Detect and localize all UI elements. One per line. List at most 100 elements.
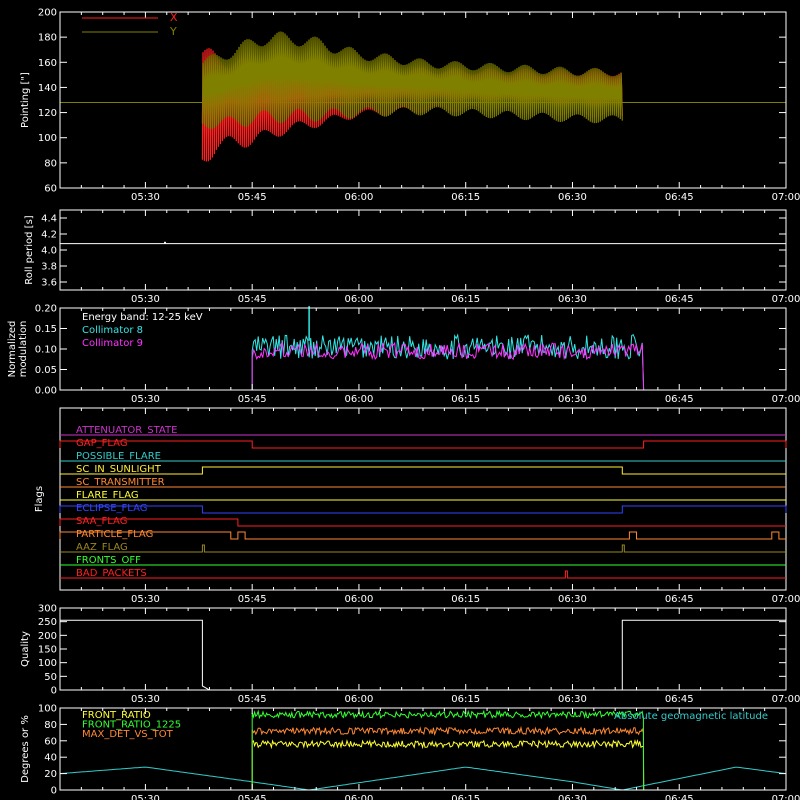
roll-xtick-label: 07:00 [772, 294, 800, 305]
flag-line-particle-flag [59, 531, 786, 540]
flag-line-bad-packets [60, 570, 786, 579]
flag-line-gap-flag [59, 440, 787, 449]
quality-xtick-label: 06:00 [345, 694, 374, 705]
flags-xtick-label: 06:00 [345, 594, 374, 605]
pointing-panel: 05:30 05:45 06:00 06:15 06:30 06:45 07:00 60 80 1… [20, 8, 800, 204]
roll-ylabel: Roll period [s] [24, 215, 35, 284]
modulation-xtick-label: 06:15 [451, 394, 480, 405]
quality-xtick-label: 06:15 [451, 694, 480, 705]
ratios-xtick-label: 07:00 [772, 794, 800, 800]
modulation-xtick-label: 06:30 [558, 394, 587, 405]
ratios-legend-geomag: Absolute geomagnetic latitude [614, 711, 768, 722]
roll-ytick-label: 4.2 [41, 230, 57, 241]
pointing-xtick-label: 06:45 [665, 192, 694, 203]
quality-xtick-label: 07:00 [772, 694, 800, 705]
flags-xtick-label: 05:30 [131, 594, 160, 605]
roll-ytick-label: 3.8 [41, 262, 57, 273]
quality-ylabel: Quality [20, 631, 31, 667]
roll-period-point [164, 241, 166, 244]
quality-ytick-label: 200 [38, 631, 57, 642]
flag-label-attenuator-state: ATTENUATOR_STATE [76, 425, 177, 436]
quality-ytick-label: 300 [38, 604, 57, 615]
ratios-panel: 05:30 05:45 06:00 06:15 06:30 06:45 07:00 0 20 40… [20, 704, 800, 800]
roll-ytick-label: 4.4 [41, 214, 57, 225]
ratios-xtick-label: 06:45 [665, 794, 694, 800]
flag-label-possible-flare: POSSIBLE_FLARE [76, 451, 161, 462]
flag-line-sc-in-sunlight [60, 466, 786, 475]
modulation-ytick-label: 0.15 [35, 324, 57, 335]
quality-xtick-label: 06:45 [665, 694, 694, 705]
flag-label-eclipse-flag: ECLIPSE_FLAG [76, 503, 147, 514]
ratios-series-front-ratio-1225 [251, 709, 645, 791]
modulation-xtick-label: 05:30 [131, 394, 160, 405]
pointing-ytick-label: 180 [38, 33, 57, 44]
ratios-legend-front-ratio: FRONT_RATIO [82, 710, 151, 721]
ratios-xtick-label: 06:00 [345, 794, 374, 800]
ratios-xtick-label: 05:30 [131, 794, 160, 800]
quality-ytick-label: 0 [51, 686, 57, 697]
pointing-xtick-label: 05:30 [131, 192, 160, 203]
modulation-legend-title: Energy band: 12-25 keV [82, 312, 203, 323]
ratios-series-max-det-vs-tot [251, 725, 645, 791]
ratios-series-geomag [59, 766, 787, 791]
modulation-panel: 05:30 05:45 06:00 06:15 06:30 06:45 07:00 0.00 0… [7, 304, 800, 406]
ratios-ytick-label: 20 [44, 769, 57, 780]
modulation-ytick-label: 0.10 [35, 345, 57, 356]
flag-label-fronts-off: FRONTS_OFF [76, 555, 141, 566]
flag-label-gap-flag: GAP_FLAG [76, 438, 128, 449]
modulation-xtick-label: 06:45 [665, 394, 694, 405]
ratios-series-front-ratio [251, 739, 645, 791]
flag-label-bad-packets: BAD_PACKETS [76, 568, 147, 579]
quality-xtick-label: 06:30 [558, 694, 587, 705]
pointing-ytick-label: 60 [44, 184, 57, 195]
modulation-ylabel: modulation [18, 321, 29, 378]
quality-ytick-label: 250 [38, 617, 57, 628]
modulation-ytick-label: 0.05 [35, 365, 57, 376]
pointing-legend-label-y: Y [169, 25, 177, 38]
modulation-ytick-label: 0.20 [35, 304, 57, 315]
flag-label-sc-transmitter: SC_TRANSMITTER [76, 477, 165, 488]
modulation-series-collimator-8 [60, 333, 786, 391]
flag-line-aaz-flag [60, 544, 786, 553]
flags-xtick-label: 06:15 [451, 594, 480, 605]
modulation-legend-collimator-8: Collimator 8 [82, 325, 143, 336]
flag-label-saa-flag: SAA_FLAG [76, 516, 127, 527]
flags-xtick-label: 07:00 [772, 594, 800, 605]
quality-xtick-label: 05:30 [131, 694, 160, 705]
flags-xtick-label: 05:45 [238, 594, 267, 605]
roll-ytick-label: 4.0 [41, 246, 57, 257]
flag-label-flare-flag: FLARE_FLAG [76, 490, 139, 501]
pointing-ytick-label: 200 [38, 8, 57, 19]
flag-label-aaz-flag: AAZ_FLAG [76, 542, 128, 553]
flag-label-sc-in-sunlight: SC_IN_SUNLIGHT [76, 464, 162, 475]
ratios-legend-front-ratio-1225: FRONT_RATIO_1225 [82, 720, 181, 731]
pointing-xtick-label: 07:00 [772, 192, 800, 203]
pointing-legend-label-x: X [170, 11, 178, 24]
roll-xtick-label: 06:30 [558, 294, 587, 305]
pointing-xtick-label: 06:00 [345, 192, 374, 203]
pointing-xtick-label: 06:30 [558, 192, 587, 203]
roll-xtick-label: 05:45 [238, 294, 267, 305]
modulation-xtick-label: 05:45 [238, 394, 267, 405]
ratios-xtick-label: 06:15 [451, 794, 480, 800]
ratios-ytick-label: 0 [51, 786, 57, 797]
flags-xtick-label: 06:30 [558, 594, 587, 605]
pointing-ytick-label: 160 [38, 58, 57, 69]
pointing-xtick-label: 05:45 [238, 192, 267, 203]
pointing-ytick-label: 120 [38, 108, 57, 119]
ratios-xtick-label: 06:30 [558, 794, 587, 800]
roll-xtick-label: 05:30 [131, 294, 160, 305]
ratios-ytick-label: 80 [44, 720, 57, 731]
modulation-legend-collimator-9: Collimator 9 [82, 338, 143, 349]
modulation-ylabel: Normalized [7, 321, 18, 378]
ratios-ytick-label: 100 [38, 704, 57, 715]
flags-xtick-label: 06:45 [665, 594, 694, 605]
quality-ytick-label: 50 [44, 672, 57, 683]
ratios-legend-max-det-vs-tot: MAX_DET_VS_TOT [82, 729, 174, 740]
pointing-series-y [201, 31, 623, 129]
modulation-xtick-label: 07:00 [772, 394, 800, 405]
flag-line-eclipse-flag [59, 505, 787, 514]
roll-panel: 05:30 05:45 06:00 06:15 06:30 06:45 07:00 3.6 3.… [24, 209, 800, 305]
